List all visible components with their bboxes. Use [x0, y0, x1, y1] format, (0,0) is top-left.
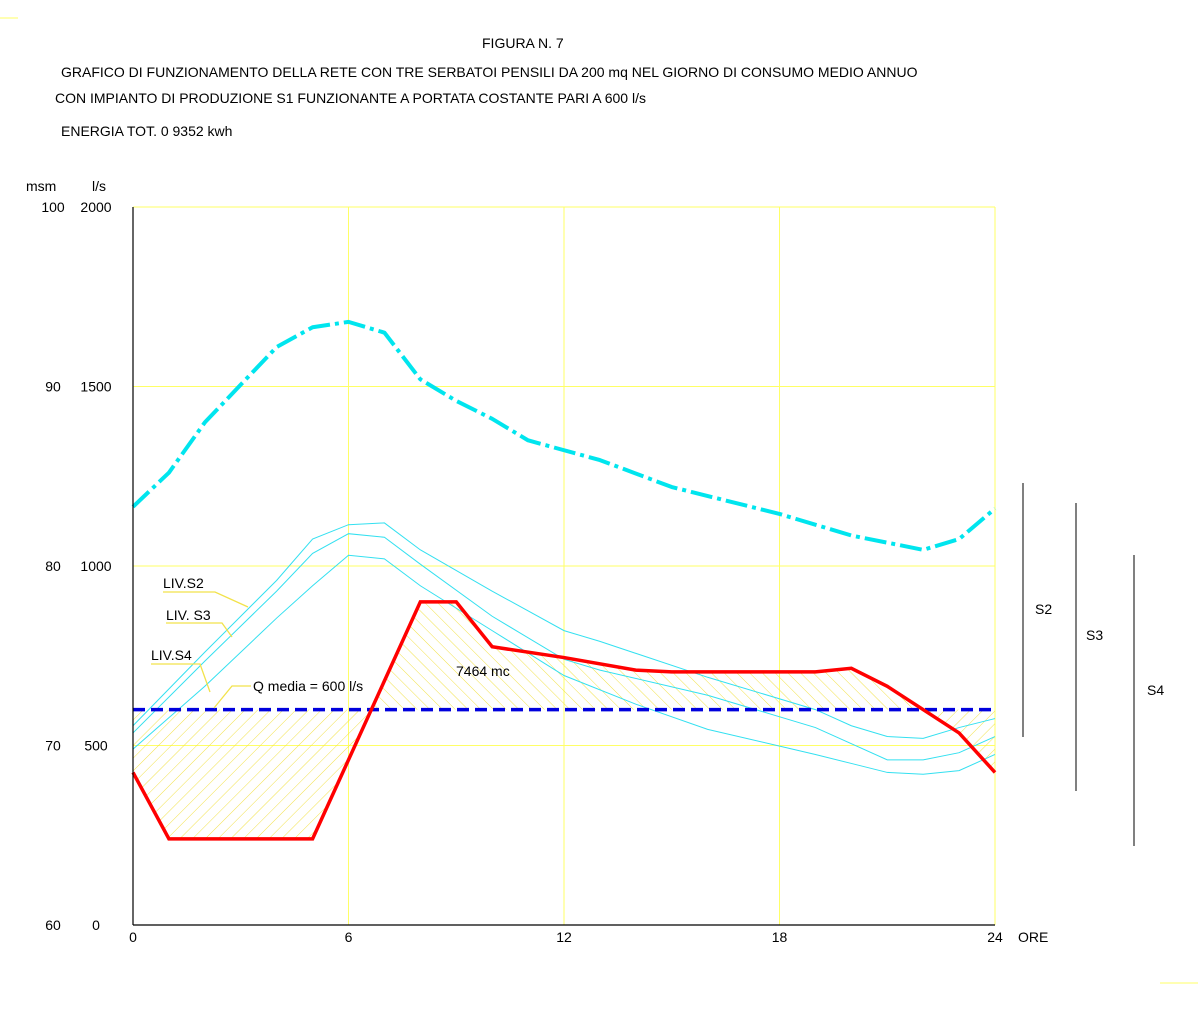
series-upper-level [131, 319, 997, 552]
y-left-tick-label: 80 [45, 558, 61, 574]
label-s4: S4 [1147, 682, 1164, 698]
chart-title-line-2: CON IMPIANTO DI PRODUZIONE S1 FUNZIONANT… [55, 90, 646, 106]
y-right-tick-label: 1000 [80, 558, 111, 574]
x-tick-label: 0 [129, 929, 137, 945]
y-left-tick-label: 90 [45, 379, 61, 395]
y-left-tick-label: 60 [45, 917, 61, 933]
y-left-tick-label: 70 [45, 738, 61, 754]
right-axis-unit: l/s [92, 178, 106, 194]
label-volume: 7464 mc [456, 663, 510, 679]
y-right-tick-label: 500 [84, 738, 108, 754]
chart-title-line-1: GRAFICO DI FUNZIONAMENTO DELLA RETE CON … [61, 64, 918, 80]
leader-liv-s4 [151, 663, 211, 693]
hatch-deficit-evening [923, 709, 995, 773]
label-q-media: Q media = 600 l/s [253, 678, 363, 694]
x-tick-label: 12 [556, 929, 572, 945]
hatch-deficit-morning [133, 709, 372, 839]
leader-q-media [213, 685, 251, 709]
hatch-surplus [371, 601, 924, 710]
leader-liv-s3 [166, 622, 233, 638]
x-tick-label: 6 [345, 929, 353, 945]
y-right-tick-label: 1500 [80, 379, 111, 395]
series-liv-s4 [132, 554, 996, 775]
y-right-tick-label: 0 [92, 917, 100, 933]
hatched-areas [133, 601, 995, 839]
label-liv-s3: LIV. S3 [166, 607, 211, 623]
left-axis-unit: msm [26, 178, 56, 194]
leader-liv-s2 [163, 591, 249, 608]
label-liv-s4: LIV.S4 [151, 647, 192, 663]
series-liv-s2 [132, 522, 996, 739]
axes [132, 207, 1135, 926]
figure-number: FIGURA N. 7 [482, 35, 564, 51]
x-tick-label: 18 [772, 929, 788, 945]
energy-total: ENERGIA TOT. 0 9352 kwh [61, 123, 233, 139]
x-tick-label: 24 [987, 929, 1003, 945]
label-s3: S3 [1086, 627, 1103, 643]
y-right-tick-label: 2000 [80, 199, 111, 215]
label-s2: S2 [1035, 601, 1052, 617]
series-liv-s3 [132, 533, 996, 761]
series-lines [131, 319, 997, 841]
x-axis-label: ORE [1018, 929, 1048, 945]
label-liv-s2: LIV.S2 [163, 575, 204, 591]
y-left-tick-label: 100 [41, 199, 65, 215]
series-flow [131, 600, 997, 841]
